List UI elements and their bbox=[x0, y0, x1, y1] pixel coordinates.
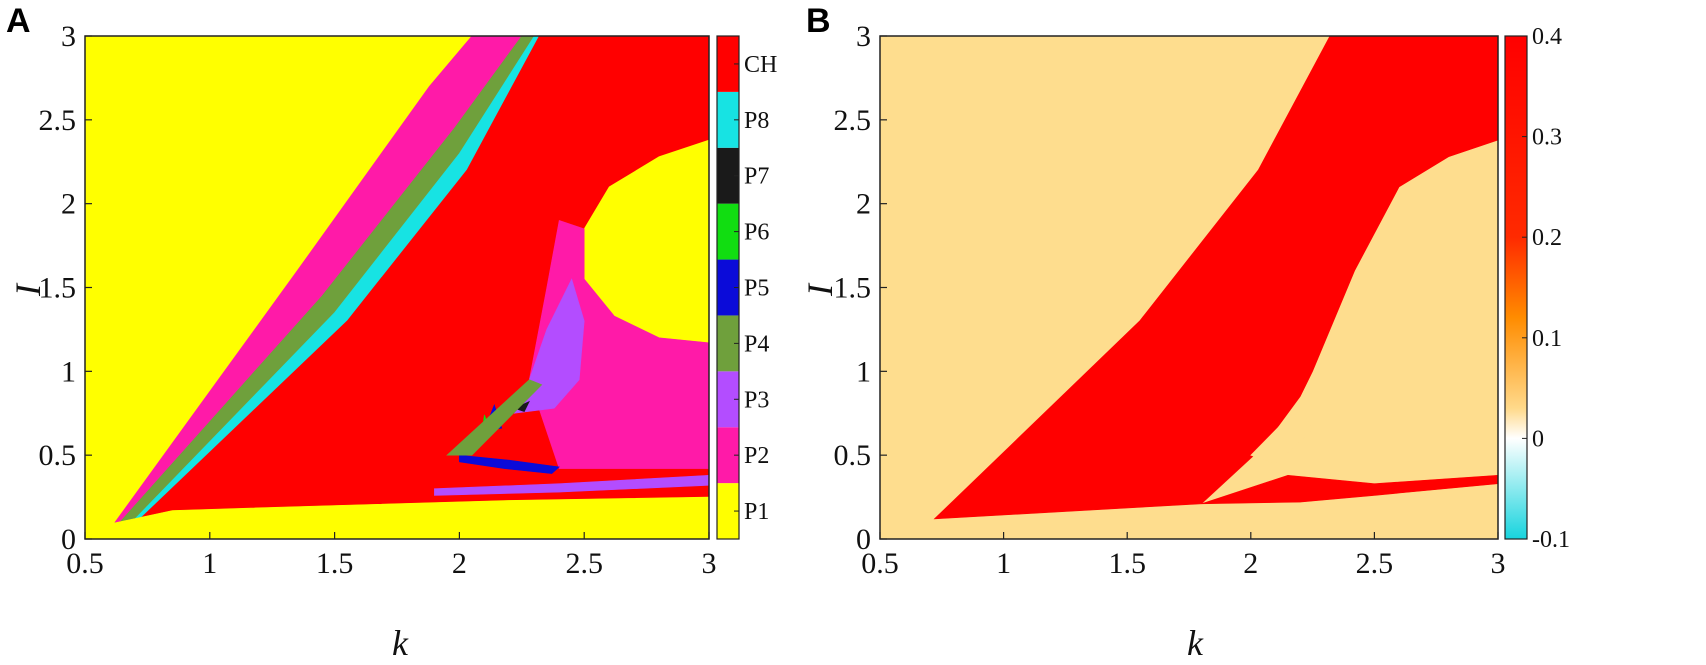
x-tick-label: 1.5 bbox=[1108, 547, 1146, 580]
y-axis: 0 0.5 1 1.5 2 2.5 3 bbox=[834, 20, 887, 556]
y-tick-label: 3 bbox=[856, 20, 871, 53]
region-p4-14 bbox=[446, 379, 543, 456]
region-0-3 bbox=[1250, 404, 1313, 464]
y-tick-label: 2 bbox=[61, 188, 76, 221]
colorbar-swatch-p3 bbox=[717, 371, 739, 428]
colorbar-swatch-ch bbox=[717, 36, 739, 92]
panel-a: A 0.5 1 1.5 2 2.5 3 00.511.522.53 k I P1P2P3P… bbox=[6, 2, 777, 663]
region-p2-6 bbox=[528, 220, 709, 469]
colorbar-label-p6: P6 bbox=[744, 220, 769, 246]
x-tick-label: 2.5 bbox=[1356, 547, 1394, 580]
y-tick-label: 2.5 bbox=[834, 104, 872, 137]
colorbar-label-p3: P3 bbox=[744, 387, 769, 413]
colorbar-label-p5: P5 bbox=[744, 276, 769, 302]
x-axis: 0.5 1 1.5 2 2.5 3 bbox=[861, 532, 1506, 580]
x-tick-label: 3 bbox=[702, 547, 717, 580]
region-p3-7 bbox=[513, 278, 585, 414]
colorbar-swatch-p2 bbox=[717, 427, 739, 484]
colorbar-label: 0.1 bbox=[1532, 326, 1562, 352]
panel-label-a: A bbox=[6, 2, 31, 40]
colorbar-label-p4: P4 bbox=[744, 331, 769, 357]
colorbar-label-p2: P2 bbox=[744, 443, 769, 469]
y-tick-label: 2.5 bbox=[39, 104, 77, 137]
y-tick-label: 0.5 bbox=[39, 439, 77, 472]
region-p1-8 bbox=[85, 496, 709, 539]
colorbar-label-p8: P8 bbox=[744, 108, 769, 134]
colorbar-label: -0.1 bbox=[1532, 527, 1570, 553]
x-tick-label: 0.5 bbox=[66, 547, 104, 580]
x-axis: 0.5 1 1.5 2 2.5 3 bbox=[66, 532, 717, 580]
y-axis-label: I bbox=[8, 282, 48, 297]
x-axis-label: k bbox=[392, 623, 409, 663]
x-tick-label: 1.5 bbox=[316, 547, 354, 580]
y-tick-label: 0 bbox=[61, 523, 76, 556]
y-tick-label: 0 bbox=[856, 523, 871, 556]
y-tick-label: 1.5 bbox=[834, 272, 872, 305]
x-tick-label: 3 bbox=[1491, 547, 1506, 580]
x-tick-label: 1 bbox=[202, 547, 217, 580]
colorbar-swatch-p7 bbox=[717, 147, 739, 204]
x-tick-label: 2 bbox=[1243, 547, 1258, 580]
colorbar-swatch-p8 bbox=[717, 91, 739, 148]
colorbar-label: 0.4 bbox=[1532, 24, 1562, 50]
y-axis-label: I bbox=[800, 282, 840, 297]
colorbar-swatch-p5 bbox=[717, 259, 739, 316]
colorbar-frame bbox=[1504, 35, 1528, 540]
colorbar-swatch-p6 bbox=[717, 203, 739, 260]
colorbar-label-p7: P7 bbox=[744, 164, 769, 190]
colorbar-label-ch: CH bbox=[744, 52, 777, 78]
x-tick-label: 1 bbox=[996, 547, 1011, 580]
y-axis: 0 0.5 1 1.5 2 2.5 3 bbox=[39, 20, 92, 556]
x-tick-label: 2.5 bbox=[565, 547, 603, 580]
panel-b: B 0.5 1 1.5 2 2.5 3 00.511.522.53 k I -0.100.… bbox=[800, 2, 1570, 663]
colorbar: -0.1 0 0.1 0.2 0.3 0.4 bbox=[1504, 24, 1570, 553]
colorbar-label-p1: P1 bbox=[744, 499, 769, 525]
x-tick-label: 2 bbox=[452, 547, 467, 580]
colorbar-swatch-p1 bbox=[717, 483, 739, 539]
heatmap-plot-area bbox=[880, 36, 1498, 539]
x-axis-label: k bbox=[1187, 623, 1204, 663]
y-tick-label: 1 bbox=[856, 355, 871, 388]
y-tick-label: 1 bbox=[61, 355, 76, 388]
colorbar-label: 0.2 bbox=[1532, 225, 1562, 251]
y-tick-label: 3 bbox=[61, 20, 76, 53]
colorbar-label: 0.3 bbox=[1532, 125, 1562, 151]
panel-label-b: B bbox=[806, 2, 831, 40]
colorbar-label: 0 bbox=[1532, 426, 1544, 452]
heatmap-plot-area bbox=[85, 36, 709, 539]
region-0.4-2 bbox=[1201, 474, 1498, 505]
colorbar-gradient bbox=[1505, 36, 1527, 539]
y-tick-label: 2 bbox=[856, 188, 871, 221]
x-tick-label: 0.5 bbox=[861, 547, 899, 580]
colorbar-swatch-p4 bbox=[717, 315, 739, 372]
y-tick-label: 0.5 bbox=[834, 439, 872, 472]
colorbar: P1 P2 P3 P4 P5 P6 P7 P8 CH bbox=[716, 35, 777, 540]
y-tick-label: 1.5 bbox=[39, 272, 77, 305]
region-p3-13 bbox=[434, 474, 709, 496]
region-p5-9 bbox=[459, 454, 560, 474]
colorbar-frame bbox=[716, 35, 740, 540]
